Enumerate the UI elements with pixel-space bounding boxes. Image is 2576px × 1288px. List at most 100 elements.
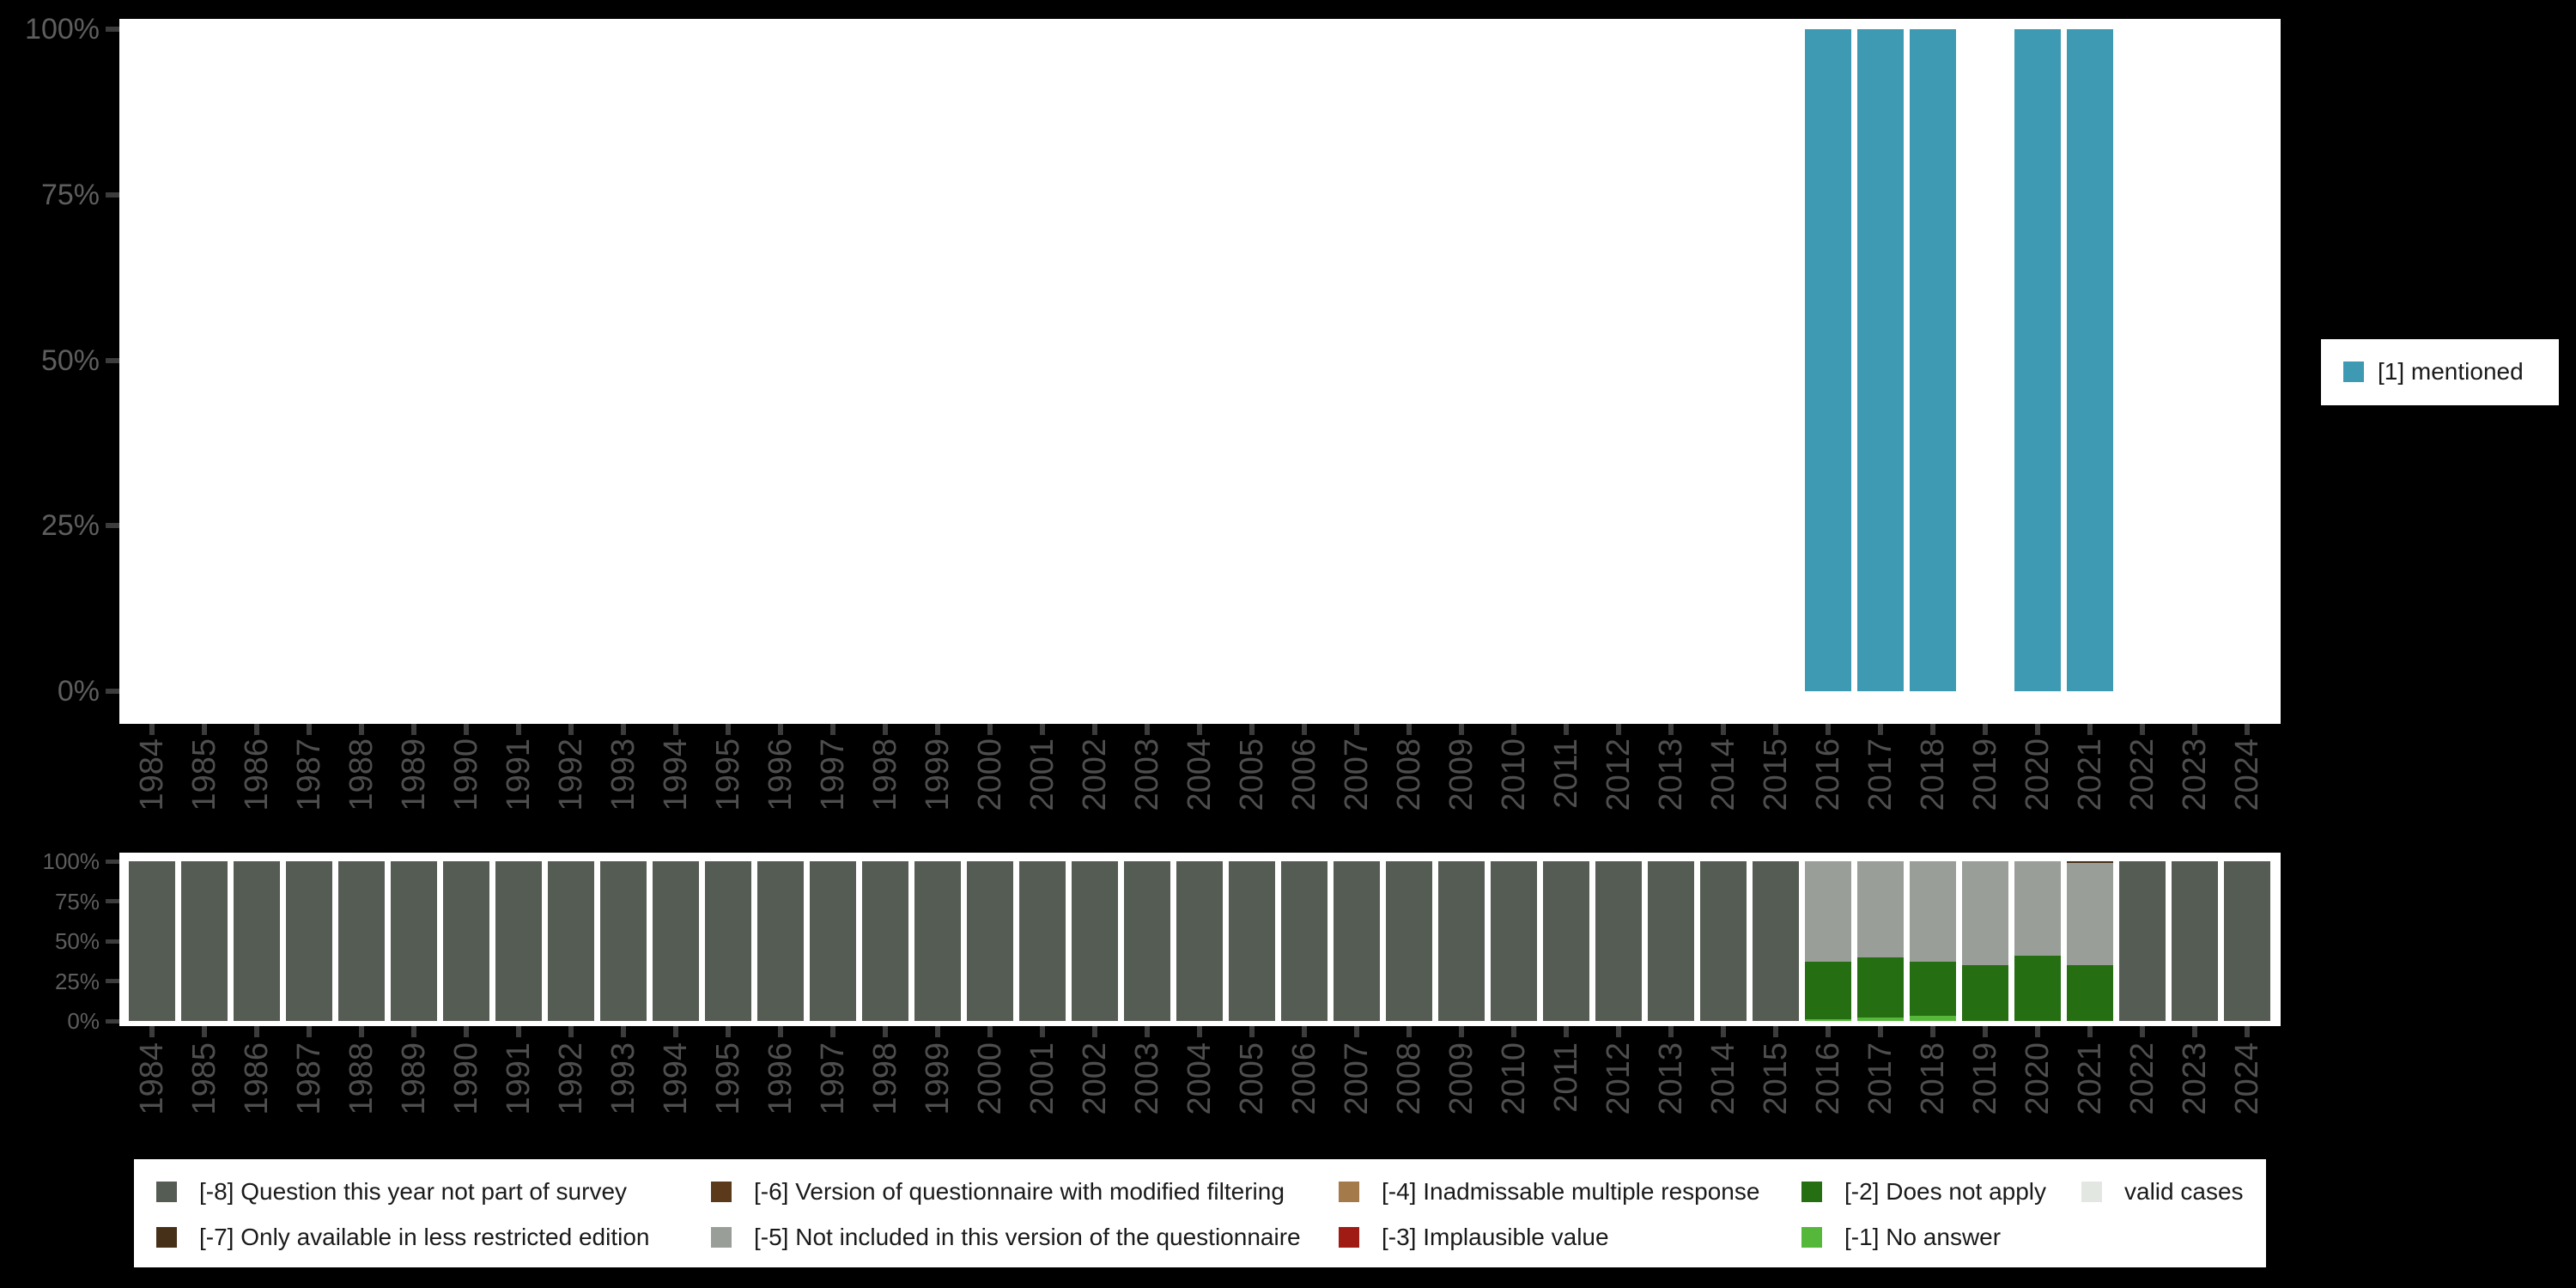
legend-item-label: [-1] No answer: [1844, 1224, 2002, 1250]
x-axis-tick: [1721, 724, 1726, 735]
bar-segment-2006: [1281, 861, 1327, 1021]
x-axis-tick: [987, 1026, 993, 1037]
x-axis-tick: [2192, 1026, 2197, 1037]
x-axis-year-label: 1991: [501, 738, 537, 811]
x-axis-tick: [1249, 1026, 1255, 1037]
x-axis-tick: [1616, 1026, 1621, 1037]
x-axis-year-label: 2015: [1758, 1042, 1794, 1115]
x-axis-tick: [1092, 1026, 1097, 1037]
bar-segment-2000: [967, 861, 1013, 1021]
x-axis-year-label: 1993: [605, 738, 641, 811]
y-axis-label: 100%: [42, 848, 100, 874]
x-axis-tick: [1511, 724, 1516, 735]
x-axis-year-label: 2019: [1967, 1042, 2003, 1115]
bar-segment-1997: [810, 861, 856, 1021]
x-axis-year-label: 2018: [1915, 738, 1951, 811]
bar-segment-2018: [1910, 29, 1956, 691]
bar-segment-1984: [129, 861, 175, 1021]
bar-segment-2023: [2172, 861, 2218, 1021]
bar-segment-2010: [1491, 861, 1537, 1021]
x-axis-year-label: 1995: [710, 738, 746, 811]
bar-segment-2004: [1176, 861, 1223, 1021]
x-axis-year-label: 2020: [2020, 1042, 2056, 1115]
bar-segment-2013: [1648, 861, 1694, 1021]
x-axis-year-label: 2016: [1810, 1042, 1846, 1115]
top-chart-panel: [119, 19, 2281, 724]
x-axis-tick: [935, 724, 940, 735]
x-axis-tick: [1040, 724, 1045, 735]
x-axis-tick: [307, 1026, 312, 1037]
x-axis-year-label: 2000: [972, 738, 1008, 811]
y-axis-label: 75%: [54, 888, 100, 914]
x-axis-year-label: 1991: [501, 1042, 537, 1115]
x-axis-year-label: 2012: [1601, 738, 1637, 811]
x-axis-tick: [516, 724, 521, 735]
x-axis-year-label: 2017: [1862, 738, 1899, 811]
x-axis-tick: [2087, 724, 2093, 735]
x-axis-tick: [1721, 1026, 1726, 1037]
bar-segment-2007: [1334, 861, 1380, 1021]
x-axis-year-label: 1988: [343, 1042, 380, 1115]
x-axis-year-label: 1986: [239, 738, 275, 811]
bar-segment-2018: [1910, 1016, 1956, 1021]
x-axis-year-label: 1997: [815, 738, 851, 811]
x-axis-year-label: 2007: [1339, 738, 1375, 811]
x-axis-tick: [778, 1026, 783, 1037]
bar-segment-2017: [1857, 1018, 1904, 1021]
bar-segment-2016: [1805, 861, 1851, 963]
bar-segment-2020: [2014, 861, 2061, 956]
bar-segment-1985: [181, 861, 228, 1021]
x-axis-year-label: 2015: [1758, 738, 1794, 811]
y-axis-label: 0%: [67, 1008, 100, 1034]
x-axis-year-label: 1985: [186, 1042, 222, 1115]
x-axis-tick: [1826, 1026, 1831, 1037]
x-axis-year-label: 2014: [1705, 1042, 1741, 1115]
bar-segment-2019: [1962, 861, 2008, 965]
x-axis-year-label: 2001: [1024, 738, 1060, 811]
x-axis-year-label: 2011: [1548, 738, 1584, 809]
legend-swatch: [2081, 1182, 2102, 1202]
x-axis-tick: [1354, 724, 1359, 735]
x-axis-year-label: 2016: [1810, 738, 1846, 811]
x-axis-tick: [1197, 724, 1202, 735]
y-axis-tick: [106, 689, 119, 694]
x-axis-year-label: 2018: [1915, 1042, 1951, 1115]
legend-item-label: [-7] Only available in less restricted e…: [199, 1224, 650, 1250]
x-axis-tick: [1354, 1026, 1359, 1037]
x-axis-tick: [464, 1026, 469, 1037]
x-axis-tick: [935, 1026, 940, 1037]
x-axis-year-label: 2013: [1653, 738, 1689, 811]
x-axis-year-label: 2012: [1601, 1042, 1637, 1115]
y-axis-label: 25%: [40, 509, 100, 543]
x-axis-tick: [202, 724, 207, 735]
x-axis-tick: [1302, 1026, 1307, 1037]
bar-segment-2009: [1438, 861, 1485, 1021]
bar-segment-1992: [548, 861, 594, 1021]
x-axis-tick: [778, 724, 783, 735]
x-axis-year-label: 2024: [2229, 738, 2265, 811]
x-axis-tick: [202, 1026, 207, 1037]
y-axis-tick: [106, 27, 119, 32]
x-axis-year-label: 1984: [134, 738, 170, 811]
x-axis-tick: [726, 1026, 731, 1037]
bar-segment-2019: [1962, 964, 2008, 1021]
bar-segment-2014: [1700, 861, 1747, 1021]
legend-item-label: [-5] Not included in this version of the…: [754, 1224, 1301, 1250]
y-axis-tick: [106, 979, 119, 983]
x-axis-year-label: 2003: [1129, 738, 1165, 811]
x-axis-year-label: 1998: [867, 1042, 903, 1115]
bar-segment-1989: [391, 861, 437, 1021]
x-axis-year-label: 2008: [1391, 738, 1427, 811]
x-axis-tick: [1983, 724, 1988, 735]
x-axis-tick: [411, 724, 416, 735]
x-axis-year-label: 2009: [1443, 1042, 1479, 1115]
x-axis-year-label: 2005: [1234, 1042, 1270, 1115]
x-axis-tick: [2245, 724, 2250, 735]
bar-segment-2011: [1543, 861, 1589, 1021]
x-axis-year-label: 2004: [1182, 738, 1218, 811]
x-axis-year-label: 1993: [605, 1042, 641, 1115]
bar-segment-2012: [1595, 861, 1642, 1021]
legend-swatch: [1801, 1182, 1822, 1202]
x-axis-tick: [516, 1026, 521, 1037]
bar-segment-2020: [2014, 955, 2061, 1021]
